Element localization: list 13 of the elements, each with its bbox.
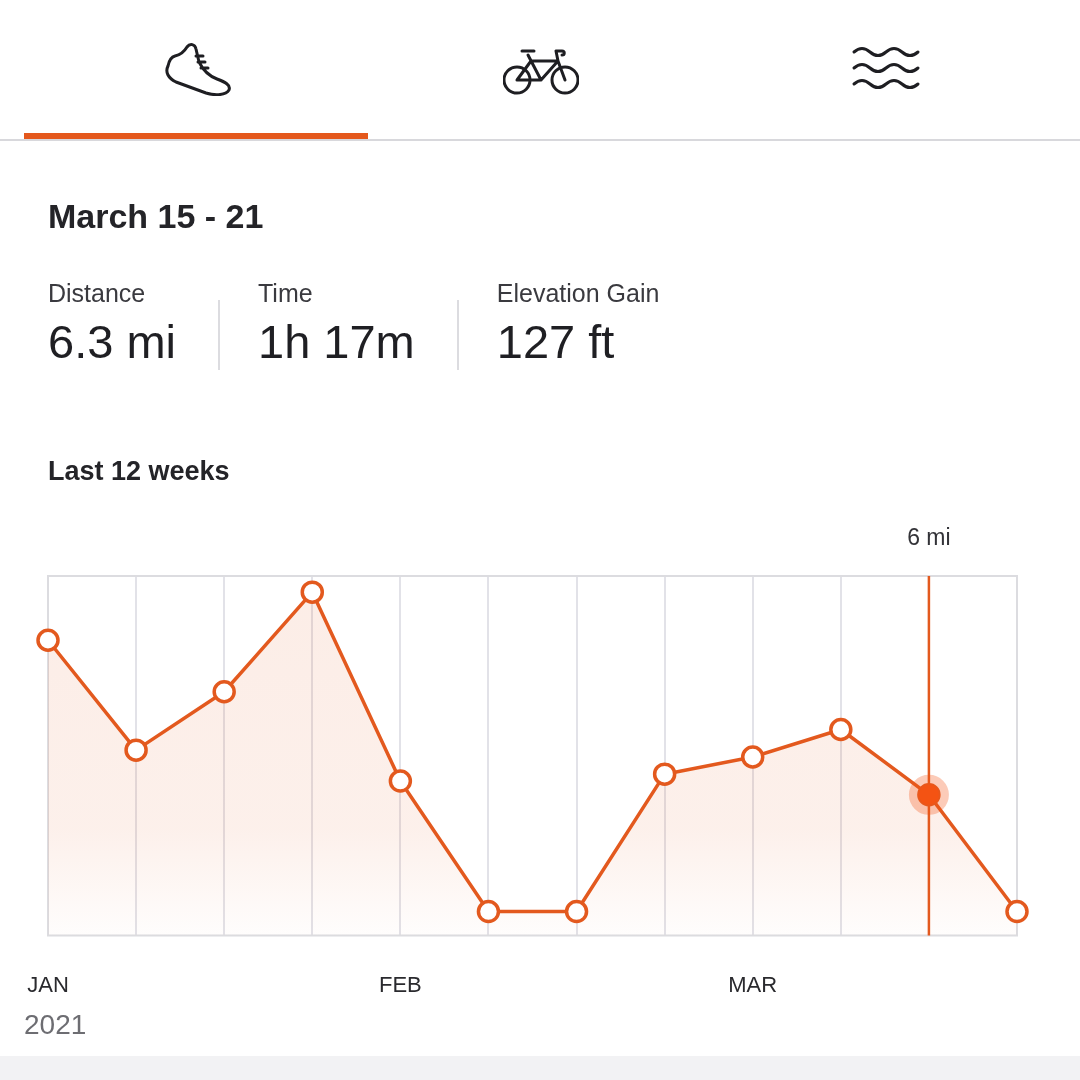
x-tick-label: MAR: [728, 971, 778, 997]
chart-title: Last 12 weeks: [48, 456, 230, 486]
text: 6.3 mi: [48, 315, 176, 368]
x-tick-label: JAN: [27, 971, 69, 997]
text: March 15 - 21: [48, 197, 264, 235]
text: 1h 17m: [258, 315, 415, 368]
text: Distance: [48, 279, 147, 307]
text: Elevation Gain: [496, 279, 660, 307]
x-tick-label: FEB: [378, 971, 422, 997]
ref-line-label: 6 mi: [907, 524, 951, 551]
x-axis-title: 2021: [24, 1008, 87, 1040]
text: Time: [258, 279, 314, 307]
text: 127 ft: [496, 315, 616, 368]
